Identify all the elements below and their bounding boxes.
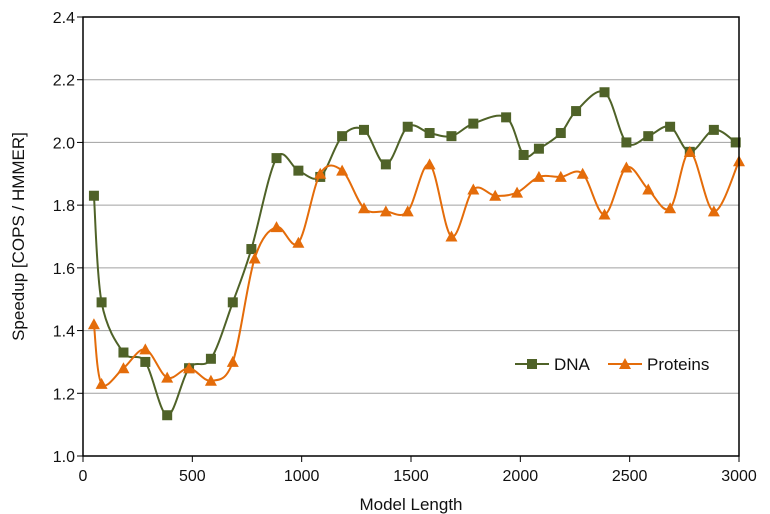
legend-marker-shape <box>619 358 631 369</box>
legend-marker-proteins <box>619 358 631 369</box>
data-point-proteins <box>87 318 100 330</box>
data-point-proteins <box>314 167 327 179</box>
data-point-dna <box>140 356 151 367</box>
data-point-proteins <box>117 362 130 374</box>
data-point-proteins <box>532 170 545 182</box>
data-point-dna <box>358 124 369 135</box>
data-point-dna <box>468 118 479 129</box>
x-tick-label: 500 <box>179 468 206 485</box>
x-tick-label: 0 <box>79 468 88 485</box>
data-point-proteins <box>357 202 370 214</box>
data-point-proteins <box>161 371 174 383</box>
y-tick-label: 1.0 <box>53 449 75 466</box>
y-tick-label: 1.6 <box>53 261 75 278</box>
data-point-proteins <box>642 183 655 195</box>
y-tick-label: 1.8 <box>53 198 75 215</box>
data-point-dna <box>501 112 512 123</box>
x-axis-title: Model Length <box>359 495 462 514</box>
data-point-proteins <box>467 183 480 195</box>
data-point-proteins <box>707 205 720 217</box>
data-point-proteins <box>576 167 589 179</box>
y-axis-title: Speedup [COPS / HMMER] <box>9 132 28 341</box>
data-point-dna <box>96 297 107 308</box>
data-point-proteins <box>292 236 305 248</box>
data-point-dna <box>162 410 173 421</box>
data-point-proteins <box>226 355 239 367</box>
data-point-proteins <box>270 221 283 233</box>
data-point-proteins <box>664 202 677 214</box>
data-point-proteins <box>620 161 633 173</box>
data-point-dna <box>424 128 435 139</box>
data-point-dna <box>730 137 741 148</box>
y-tick-label: 1.2 <box>53 386 75 403</box>
data-point-dna <box>533 143 544 154</box>
data-point-dna <box>446 131 457 142</box>
data-point-dna <box>665 121 676 132</box>
data-point-proteins <box>401 205 414 217</box>
legend: DNA Proteins <box>515 355 709 374</box>
legend-marker-shape <box>527 359 537 369</box>
legend-label-proteins: Proteins <box>647 355 709 374</box>
data-point-dna <box>571 106 582 117</box>
x-tick-label: 2000 <box>503 468 539 485</box>
data-point-dna <box>227 297 238 308</box>
data-point-proteins <box>445 230 458 242</box>
y-tick-label: 2.2 <box>53 73 75 90</box>
series-layer <box>87 87 745 421</box>
data-point-proteins <box>336 164 349 176</box>
y-tick-label: 2.0 <box>53 135 75 152</box>
y-axis-ticks: 1.0 1.2 1.4 1.6 1.8 2.0 2.2 2.4 <box>53 10 83 466</box>
legend-marker-dna <box>527 359 537 369</box>
grid-lines <box>83 79 739 394</box>
data-point-proteins <box>598 208 611 220</box>
y-tick-label: 1.4 <box>53 324 75 341</box>
x-tick-label: 1000 <box>284 468 320 485</box>
data-point-dna <box>118 347 129 358</box>
data-point-dna <box>380 159 391 170</box>
data-point-proteins <box>379 205 392 217</box>
data-point-dna <box>518 149 529 160</box>
x-tick-label: 1500 <box>393 468 429 485</box>
data-point-proteins <box>183 362 196 374</box>
data-point-dna <box>205 353 216 364</box>
data-point-dna <box>643 131 654 142</box>
data-point-dna <box>88 190 99 201</box>
data-point-proteins <box>423 158 436 170</box>
x-axis-ticks: 0 500 1000 1500 2000 2500 3000 <box>79 456 757 485</box>
data-point-dna <box>599 87 610 98</box>
series-proteins <box>87 145 745 389</box>
data-point-proteins <box>489 189 502 201</box>
x-tick-label: 2500 <box>612 468 648 485</box>
data-point-proteins <box>139 343 152 355</box>
data-point-dna <box>246 244 257 255</box>
data-point-dna <box>271 153 282 164</box>
data-point-dna <box>402 121 413 132</box>
data-point-dna <box>337 131 348 142</box>
data-point-proteins <box>204 374 217 386</box>
y-tick-label: 2.4 <box>53 10 75 27</box>
data-point-dna <box>293 165 304 176</box>
data-point-proteins <box>554 170 567 182</box>
x-tick-label: 3000 <box>721 468 757 485</box>
data-point-dna <box>621 137 632 148</box>
data-point-proteins <box>248 252 261 264</box>
legend-label-dna: DNA <box>554 355 591 374</box>
data-point-proteins <box>511 186 524 198</box>
plot-frame <box>82 16 740 457</box>
data-point-proteins <box>95 377 108 389</box>
data-point-dna <box>555 128 566 139</box>
data-point-dna <box>708 124 719 135</box>
data-point-proteins <box>683 145 696 157</box>
